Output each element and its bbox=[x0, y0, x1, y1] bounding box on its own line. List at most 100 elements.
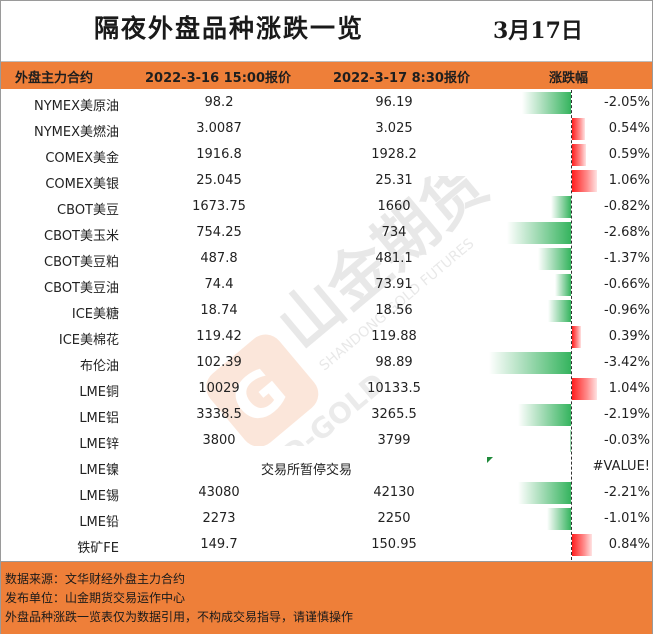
table-row: LME锡 43080 42130 -2.21% bbox=[1, 480, 652, 506]
change-bar-up bbox=[572, 378, 597, 400]
table-row: ICE美棉花 119.42 119.88 0.39% bbox=[1, 324, 652, 350]
contract-name: NYMEX美原油 bbox=[33, 99, 119, 114]
change-percent: -1.01% bbox=[604, 511, 650, 526]
table-row: NYMEX美燃油 3.0087 3.025 0.54% bbox=[1, 116, 652, 142]
price-17-0830: 18.56 bbox=[375, 303, 413, 318]
contract-name: COMEX美金 bbox=[45, 151, 119, 166]
change-percent: -0.96% bbox=[604, 303, 650, 318]
price-17-0830: 150.95 bbox=[371, 537, 417, 552]
change-bar-down bbox=[570, 430, 572, 452]
contract-name: CBOT美豆油 bbox=[44, 281, 119, 296]
price-17-0830: 96.19 bbox=[375, 95, 413, 110]
price-17-0830: 2250 bbox=[377, 511, 411, 526]
price-17-0830: 3799 bbox=[377, 433, 411, 448]
table-body: NYMEX美原油 98.2 96.19 -2.05% NYMEX美燃油 3.0087 3.0… bbox=[1, 90, 652, 558]
price-17-0830: 25.31 bbox=[375, 173, 413, 188]
price-16-1500: 3800 bbox=[202, 433, 236, 448]
table-row: LME铜 10029 10133.5 1.04% bbox=[1, 376, 652, 402]
price-17-0830: 3265.5 bbox=[371, 407, 417, 422]
trading-halted-note: 交易所暂停交易 bbox=[260, 463, 352, 478]
change-percent: 1.04% bbox=[608, 381, 650, 396]
change-bar-down bbox=[517, 482, 571, 504]
price-16-1500: 1673.75 bbox=[192, 199, 246, 214]
column-header-row: 外盘主力合约 2022-3-16 15:00报价 2022-3-17 8:30报… bbox=[1, 62, 652, 89]
footer-publisher: 发布单位：山金期货交易运作中心 bbox=[5, 591, 186, 605]
price-17-0830: 42130 bbox=[373, 485, 415, 500]
footer: 数据来源：文华财经外盘主力合约 发布单位：山金期货交易运作中心 外盘品种涨跌一览… bbox=[1, 561, 652, 634]
change-percent: 0.54% bbox=[608, 121, 650, 136]
price-16-1500: 98.2 bbox=[204, 95, 234, 110]
change-bar-down bbox=[488, 352, 571, 374]
price-16-1500: 487.8 bbox=[200, 251, 238, 266]
price-17-0830: 3.025 bbox=[375, 121, 413, 136]
contract-name: LME锌 bbox=[79, 437, 119, 452]
header-price-1: 2022-3-16 15:00报价 bbox=[145, 71, 292, 86]
contract-name: ICE美糖 bbox=[71, 307, 119, 322]
change-percent: 0.84% bbox=[608, 537, 650, 552]
price-16-1500: 754.25 bbox=[196, 225, 242, 240]
price-16-1500: 74.4 bbox=[204, 277, 234, 292]
price-16-1500: 43080 bbox=[198, 485, 240, 500]
change-percent: 0.59% bbox=[608, 147, 650, 162]
price-16-1500: 1916.8 bbox=[196, 147, 242, 162]
page-title: 隔夜外盘品种涨跌一览 bbox=[94, 14, 365, 43]
table-row: 铁矿FE 149.7 150.95 0.84% bbox=[1, 532, 652, 558]
price-17-0830: 734 bbox=[381, 225, 407, 240]
table-row: CBOT美玉米 754.25 734 -2.68% bbox=[1, 220, 652, 246]
footer-source: 数据来源：文华财经外盘主力合约 bbox=[5, 572, 186, 586]
contract-name: LME锡 bbox=[79, 489, 119, 504]
change-bar-down bbox=[538, 248, 571, 270]
change-bar-up bbox=[572, 326, 582, 348]
table-row: NYMEX美原油 98.2 96.19 -2.05% bbox=[1, 90, 652, 116]
change-percent: -0.82% bbox=[604, 199, 650, 214]
table-row: LME铅 2273 2250 -1.01% bbox=[1, 506, 652, 532]
price-16-1500: 149.7 bbox=[200, 537, 238, 552]
change-percent: -3.42% bbox=[604, 355, 650, 370]
change-zero-axis bbox=[571, 90, 572, 560]
change-percent: 1.06% bbox=[608, 173, 650, 188]
change-percent: -0.66% bbox=[604, 277, 650, 292]
price-17-0830: 73.91 bbox=[375, 277, 413, 292]
table-row: ICE美糖 18.74 18.56 -0.96% bbox=[1, 298, 652, 324]
contract-name: 铁矿FE bbox=[77, 541, 119, 556]
price-16-1500: 102.39 bbox=[196, 355, 242, 370]
price-16-1500: 18.74 bbox=[200, 303, 238, 318]
report-date: 3月17日 bbox=[493, 18, 583, 44]
change-percent: -2.05% bbox=[604, 95, 650, 110]
table-row: COMEX美银 25.045 25.31 1.06% bbox=[1, 168, 652, 194]
price-17-0830: 481.1 bbox=[375, 251, 413, 266]
table-row: LME锌 3800 3799 -0.03% bbox=[1, 428, 652, 454]
change-percent: -2.21% bbox=[604, 485, 650, 500]
change-percent: #VALUE! bbox=[592, 459, 650, 474]
price-16-1500: 25.045 bbox=[196, 173, 242, 188]
price-17-0830: 1660 bbox=[377, 199, 411, 214]
price-17-0830: 10133.5 bbox=[367, 381, 421, 396]
change-percent: -2.68% bbox=[604, 225, 650, 240]
cell-error-marker bbox=[487, 457, 493, 463]
contract-name: NYMEX美燃油 bbox=[33, 125, 119, 140]
contract-name: LME铝 bbox=[79, 411, 119, 426]
contract-name: COMEX美银 bbox=[45, 177, 119, 192]
price-16-1500: 3338.5 bbox=[196, 407, 242, 422]
contract-name: LME铜 bbox=[79, 385, 119, 400]
change-percent: -2.19% bbox=[604, 407, 650, 422]
table-row: 布伦油 102.39 98.89 -3.42% bbox=[1, 350, 652, 376]
table-row: CBOT美豆 1673.75 1660 -0.82% bbox=[1, 194, 652, 220]
change-bar-down bbox=[551, 196, 571, 218]
change-bar-down bbox=[518, 404, 571, 426]
change-bar-down bbox=[547, 300, 571, 322]
table-row: CBOT美豆油 74.4 73.91 -0.66% bbox=[1, 272, 652, 298]
price-16-1500: 2273 bbox=[202, 511, 236, 526]
header-change: 涨跌幅 bbox=[549, 71, 589, 86]
title-row: 隔夜外盘品种涨跌一览 3月17日 bbox=[1, 1, 652, 62]
change-bar-up bbox=[572, 144, 587, 166]
price-17-0830: 1928.2 bbox=[371, 147, 417, 162]
table-row: LME铝 3338.5 3265.5 -2.19% bbox=[1, 402, 652, 428]
contract-name: ICE美棉花 bbox=[58, 333, 119, 348]
table-row: LME镍 交易所暂停交易 #VALUE! bbox=[1, 454, 652, 480]
table-row: COMEX美金 1916.8 1928.2 0.59% bbox=[1, 142, 652, 168]
header-price-2: 2022-3-17 8:30报价 bbox=[333, 71, 470, 86]
price-17-0830: 119.88 bbox=[371, 329, 417, 344]
contract-name: CBOT美豆粕 bbox=[44, 255, 119, 270]
price-16-1500: 10029 bbox=[198, 381, 240, 396]
